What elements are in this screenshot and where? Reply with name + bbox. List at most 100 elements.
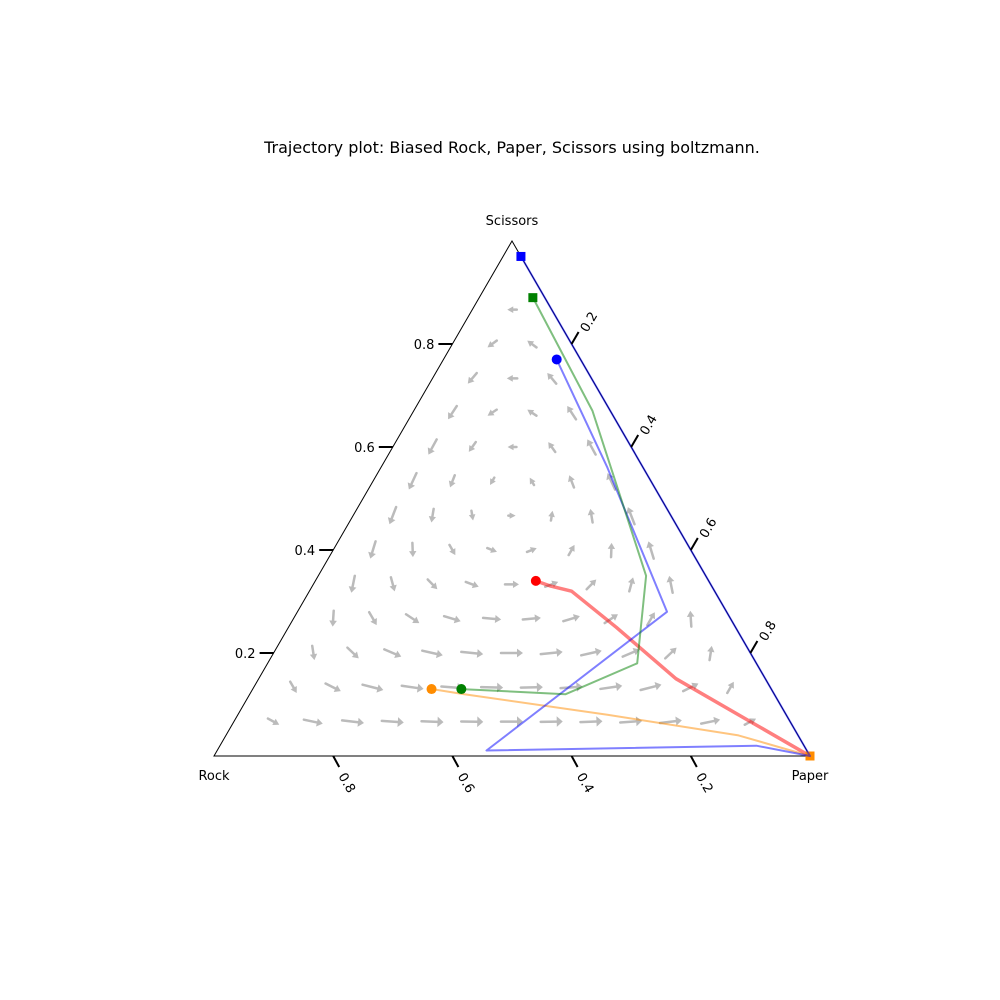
field-arrow-head	[449, 548, 456, 556]
field-arrow-head	[615, 682, 623, 692]
field-arrow-head	[547, 373, 554, 380]
field-arrow-head	[329, 620, 337, 627]
field-arrow-shaft	[420, 719, 439, 724]
field-arrow-shaft	[639, 684, 657, 692]
field-arrow-head	[548, 510, 555, 518]
field-arrow-head	[397, 717, 404, 727]
ternary-triangle	[213, 240, 811, 757]
field-arrow-shaft	[460, 650, 479, 655]
field-arrow-head	[551, 580, 559, 588]
field-arrow-head	[370, 618, 377, 626]
field-arrow-head	[448, 480, 456, 488]
field-arrow-shaft	[266, 717, 276, 724]
field-arrow-shaft	[367, 610, 375, 622]
field-arrow-head	[476, 649, 484, 658]
field-arrow-head	[437, 716, 444, 728]
field-arrow-head	[626, 507, 634, 515]
field-arrow-head	[316, 718, 323, 727]
field-arrow-shaft	[562, 616, 576, 623]
field-arrow-head	[536, 682, 543, 693]
trajectory-line	[535, 579, 811, 758]
field-arrow-head	[587, 508, 595, 516]
tick-label: 0.8	[335, 771, 358, 796]
field-arrow-shaft	[340, 719, 360, 724]
field-arrow-shaft	[450, 404, 458, 416]
field-arrow-shaft	[579, 650, 598, 657]
field-arrow-head	[713, 716, 721, 725]
trajectory-start-marker	[530, 575, 541, 586]
field-arrow-head	[648, 612, 656, 620]
field-arrow-head	[556, 648, 563, 657]
corner-label-scissors: Scissors	[486, 214, 539, 229]
tick-mark	[451, 755, 460, 768]
field-arrow-shaft	[431, 507, 435, 518]
field-arrow-head	[589, 579, 597, 587]
field-arrow-shaft	[404, 613, 416, 622]
field-arrow-shaft	[331, 609, 335, 622]
field-arrow-head	[675, 716, 682, 726]
field-arrow-shaft	[361, 683, 379, 690]
field-arrow-shaft	[550, 445, 557, 454]
field-arrow-shaft	[539, 651, 558, 656]
trajectory-start-marker	[551, 354, 562, 365]
field-arrow-shaft	[664, 650, 674, 660]
field-arrow-shaft	[525, 549, 533, 554]
field-arrow-head	[606, 473, 614, 481]
field-arrow-head	[556, 716, 563, 727]
tick-mark	[570, 755, 579, 768]
field-arrow-head	[507, 443, 514, 451]
field-arrow-head	[357, 717, 364, 727]
tick-mark	[630, 434, 640, 448]
field-arrow-shaft	[608, 477, 617, 491]
tick-mark	[570, 331, 580, 345]
vector-field	[266, 306, 757, 728]
trajectory-line	[461, 297, 648, 696]
field-arrow-head	[654, 682, 662, 691]
field-arrow-shaft	[531, 481, 536, 487]
field-arrow-head	[368, 551, 376, 559]
field-arrow-head	[527, 340, 535, 347]
field-arrow-shaft	[400, 684, 419, 690]
field-arrow-head	[376, 684, 384, 693]
corner-label-paper: Paper	[792, 769, 829, 784]
trajectory-end-marker	[528, 293, 538, 303]
field-arrow-shaft	[324, 682, 337, 690]
field-arrow-shaft	[421, 649, 439, 656]
field-arrow-shaft	[440, 685, 459, 689]
field-arrow-shaft	[628, 581, 633, 593]
field-arrow-shaft	[549, 515, 553, 522]
field-arrow-head	[430, 582, 438, 590]
field-arrow-head	[534, 614, 541, 623]
field-arrow-head	[387, 517, 396, 525]
field-arrow-shaft	[531, 411, 538, 417]
field-arrow-head	[453, 615, 461, 624]
field-arrow-shaft	[669, 580, 674, 595]
field-arrow-head	[610, 614, 618, 621]
field-arrow-head	[627, 577, 636, 585]
field-arrow-head	[471, 581, 479, 589]
field-arrow-head	[594, 647, 602, 657]
field-arrow-shaft	[470, 509, 474, 516]
field-arrow-head	[427, 447, 435, 455]
field-arrow-shaft	[448, 543, 454, 552]
field-arrow-head	[517, 648, 523, 658]
field-arrow-shaft	[464, 580, 475, 586]
field-arrow-head	[586, 439, 594, 447]
corner-label-rock: Rock	[198, 769, 230, 784]
field-arrow-head	[691, 682, 699, 690]
trajectory-start-marker	[426, 684, 437, 695]
trajectory-series	[426, 251, 815, 761]
tick-label: 0.6	[697, 516, 720, 541]
field-arrow-shaft	[310, 644, 315, 656]
field-arrow-head	[686, 610, 695, 617]
field-arrow-shaft	[599, 685, 618, 691]
field-arrow-shaft	[481, 616, 497, 621]
trajectory-start-marker	[456, 684, 467, 695]
field-arrow-head	[572, 614, 580, 622]
field-arrow-head	[448, 412, 455, 420]
field-arrow-shaft	[549, 376, 558, 385]
trajectory-line	[485, 255, 811, 757]
field-arrow-shaft	[389, 576, 395, 587]
field-arrow-head	[529, 547, 537, 554]
field-arrow-head	[497, 682, 504, 693]
